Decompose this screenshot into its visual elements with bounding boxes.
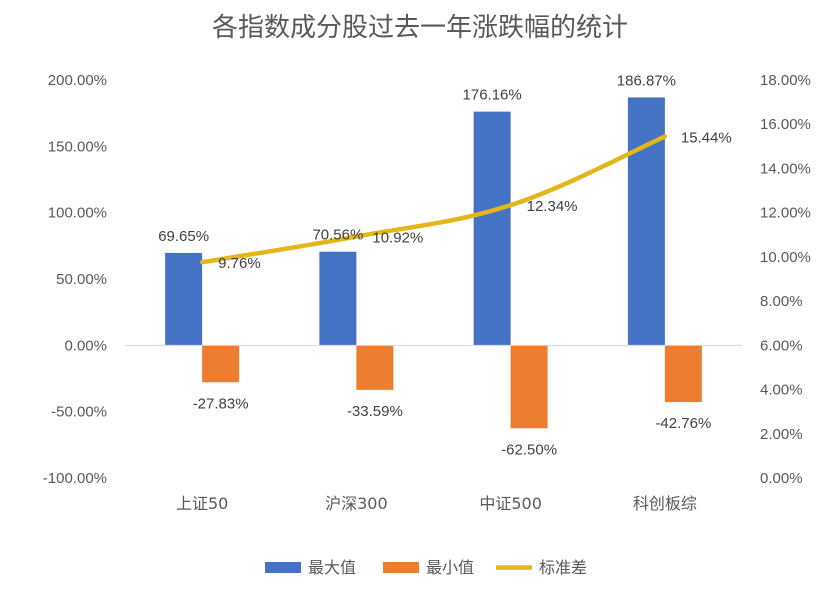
legend-label: 最小值 bbox=[426, 558, 474, 577]
left-axis: -100.00% -50.00% 0.00% 50.00% 100.00% 150.00%… bbox=[43, 72, 107, 487]
std-dev-line bbox=[199, 134, 668, 265]
bar-data-label: -27.83% bbox=[193, 395, 249, 412]
data-labels: 69.65% 70.56% 176.16% 186.87% -27.83% -33.59%… bbox=[158, 72, 732, 458]
left-tick-label: 50.00% bbox=[56, 271, 107, 288]
bar-max bbox=[165, 252, 203, 346]
right-axis: 0.00% 2.00% 4.00% 6.00% 8.00% 10.00% 12.00% 14.… bbox=[760, 72, 811, 487]
category-label: 上证50 bbox=[176, 494, 228, 513]
line-data-label: 12.34% bbox=[527, 198, 578, 215]
bar-data-label: -42.76% bbox=[655, 415, 711, 432]
bar-data-label: 69.65% bbox=[158, 228, 209, 245]
right-tick-label: 6.00% bbox=[760, 337, 803, 354]
bar-max bbox=[473, 111, 511, 346]
right-tick-label: 4.00% bbox=[760, 382, 803, 399]
left-tick-label: 200.00% bbox=[48, 72, 107, 89]
bar-min bbox=[510, 345, 548, 429]
left-tick-label: -100.00% bbox=[43, 470, 107, 487]
category-label: 沪深300 bbox=[325, 494, 388, 513]
right-tick-label: 16.00% bbox=[760, 116, 811, 133]
bar-min bbox=[356, 345, 394, 390]
bar-data-label: 176.16% bbox=[463, 87, 522, 104]
legend-label: 标准差 bbox=[539, 558, 587, 577]
bar-data-label: -62.50% bbox=[501, 441, 557, 458]
line-data-label: 10.92% bbox=[372, 230, 423, 247]
right-tick-label: 8.00% bbox=[760, 293, 803, 310]
left-tick-label: 100.00% bbox=[48, 205, 107, 222]
left-tick-label: 150.00% bbox=[48, 138, 107, 155]
legend-swatch bbox=[383, 562, 419, 573]
line-data-label: 15.44% bbox=[681, 130, 732, 147]
bar-data-label: 186.87% bbox=[617, 72, 676, 89]
bar-min bbox=[664, 345, 702, 403]
right-tick-label: 18.00% bbox=[760, 72, 811, 89]
chart-title: 各指数成分股过去一年涨跌幅的统计 bbox=[212, 13, 628, 43]
right-tick-label: 12.00% bbox=[760, 205, 811, 222]
right-tick-label: 14.00% bbox=[760, 160, 811, 177]
legend-label: 最大值 bbox=[308, 558, 356, 577]
bar-max bbox=[627, 97, 665, 346]
category-axis: 上证50 沪深300 中证500 科创板综 bbox=[176, 494, 697, 513]
bar-max bbox=[319, 251, 357, 346]
left-tick-label: 0.00% bbox=[64, 337, 107, 354]
right-tick-label: 0.00% bbox=[760, 470, 803, 487]
left-tick-label: -50.00% bbox=[51, 404, 107, 421]
category-label: 中证500 bbox=[479, 494, 542, 513]
category-label: 科创板综 bbox=[633, 494, 697, 513]
right-tick-label: 2.00% bbox=[760, 426, 803, 443]
line-data-label: 9.76% bbox=[218, 255, 261, 272]
bar-data-label: -33.59% bbox=[347, 403, 403, 420]
legend: 最大值 最小值 标准差 bbox=[265, 558, 587, 577]
legend-swatch bbox=[265, 562, 301, 573]
line-series bbox=[199, 134, 668, 265]
bar-data-label: 70.56% bbox=[312, 227, 363, 244]
bar-min bbox=[202, 345, 240, 383]
right-tick-label: 10.00% bbox=[760, 249, 811, 266]
